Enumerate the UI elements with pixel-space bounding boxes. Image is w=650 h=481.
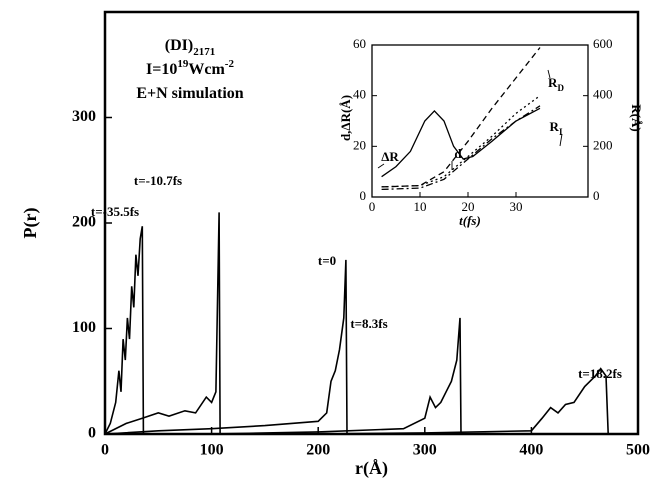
data-line	[211, 317, 462, 435]
inset-y-tick-label: 40	[353, 87, 366, 102]
inset-x-tick-label: 10	[414, 199, 427, 214]
series-label: t=8.3fs	[350, 316, 387, 331]
series-label: t=-10.7fs	[134, 173, 182, 188]
inset-y2-tick-label: 200	[593, 137, 613, 152]
inset-series-label-name: R	[550, 119, 560, 134]
annotation-line: I=1019Wcm-2	[146, 58, 234, 78]
inset-y-tick-label: 0	[360, 188, 367, 203]
x-tick-label: 0	[101, 442, 109, 459]
data-line	[381, 105, 541, 191]
arrow	[547, 69, 551, 79]
inset-x-tick-label: 0	[369, 199, 376, 214]
x-tick-label: 400	[519, 442, 543, 459]
inset-x-tick-label: 20	[462, 199, 475, 214]
x-tick-label: 200	[306, 442, 330, 459]
annotation-line-part: (DI)	[165, 37, 193, 54]
series-label: t=-35.5fs	[91, 204, 139, 219]
annotation-line-part: I=10	[146, 61, 177, 78]
annotation-line-part: Wcm	[188, 61, 225, 78]
inset-y2-tick-label: 400	[593, 87, 613, 102]
data-line	[104, 212, 221, 435]
inset-y-tick-label: 20	[353, 137, 366, 152]
series-label: t=0	[318, 253, 336, 268]
inset-x-label: t(fs)	[459, 213, 481, 228]
inset-series-label-name: d	[454, 146, 462, 161]
inset-series-label-name: ΔR	[381, 149, 399, 164]
inset-x-tick-label: 30	[510, 199, 523, 214]
y-axis-label: P(r)	[20, 208, 41, 239]
inset-series-label-name: R	[548, 75, 558, 90]
inset-y2-tick-label: 0	[593, 188, 600, 203]
inset-y-label: d,ΔR(Å)	[338, 95, 353, 141]
annotation-line-part: 19	[177, 58, 189, 70]
annotation-line: (DI)2171	[165, 37, 215, 58]
x-axis-label: r(Å)	[355, 458, 388, 479]
inset-y-tick-label: 60	[353, 36, 366, 51]
y-tick-label: 200	[72, 214, 96, 231]
annotation-line-part: -2	[225, 58, 235, 70]
y-tick-label: 100	[72, 319, 96, 336]
y-tick-label: 0	[88, 425, 96, 442]
data-line	[104, 226, 145, 435]
data-line	[381, 47, 541, 188]
inset-series-label: RD	[548, 75, 564, 93]
data-line	[381, 107, 541, 178]
inset-frame	[371, 44, 589, 198]
inset-series-label: RI	[550, 119, 563, 137]
x-tick-label: 100	[200, 442, 224, 459]
inset-y2-label: R(Å)	[629, 104, 644, 131]
inset-y2-tick-label: 600	[593, 36, 613, 51]
x-tick-label: 500	[626, 442, 650, 459]
inset-series-label-sub: D	[557, 83, 564, 93]
data-line	[104, 259, 348, 435]
x-tick-label: 300	[413, 442, 437, 459]
annotation-line: E+N simulation	[136, 85, 243, 102]
y-tick-label: 300	[72, 108, 96, 125]
arrow	[377, 163, 385, 169]
data-line	[318, 367, 609, 435]
arrow	[559, 133, 563, 147]
data-line	[381, 95, 541, 188]
inset-series-label: d	[454, 146, 462, 161]
annotation-line-part: 2171	[193, 46, 215, 58]
inset-series-label-sub: I	[559, 127, 563, 137]
inset-series-label: ΔR	[381, 149, 399, 164]
annotation-line-part: E+N simulation	[136, 85, 243, 102]
series-label: t=18.2fs	[578, 366, 622, 381]
